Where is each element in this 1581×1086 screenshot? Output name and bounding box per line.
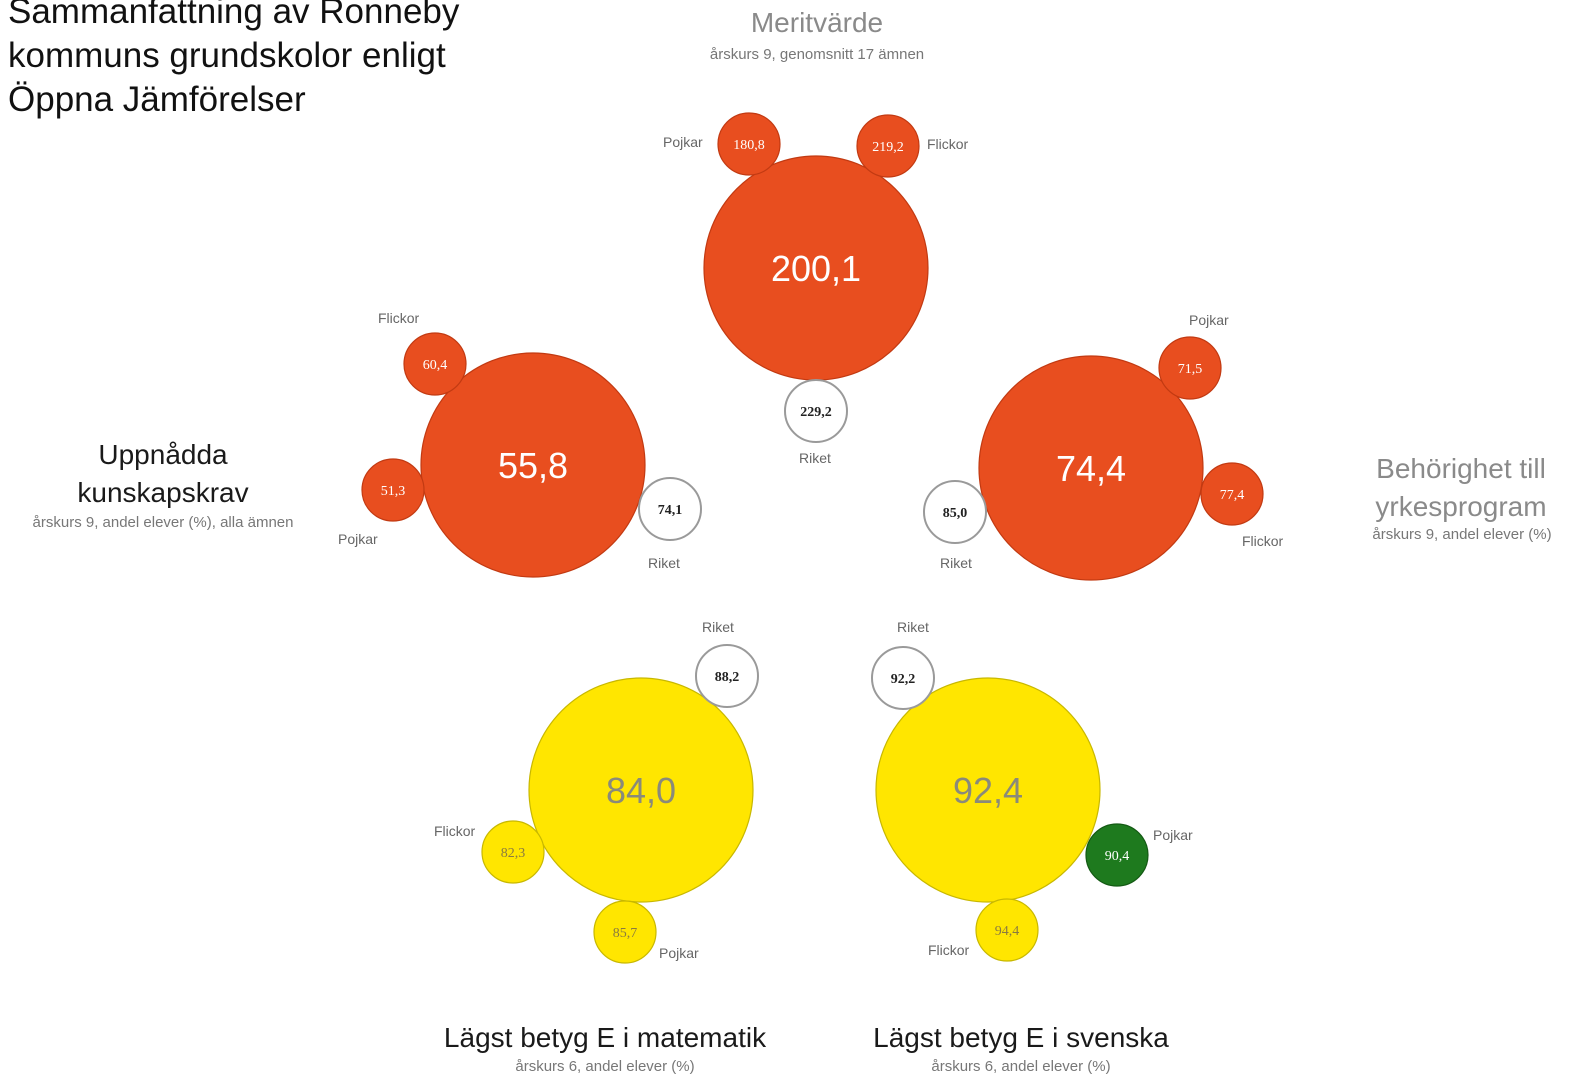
svenska-flickor-circle xyxy=(975,898,1039,962)
title-line-3: Öppna Jämförelser xyxy=(8,80,306,119)
yrkesprogram-pojkar-label: Pojkar xyxy=(1189,312,1229,328)
matematik-riket-value: 88,2 xyxy=(715,670,740,685)
kunskapskrav-pojkar-value: 51,3 xyxy=(381,484,406,499)
yrkesprogram-riket-bubble: 85,0 xyxy=(923,480,987,544)
meritvarde-flickor-label: Flickor xyxy=(927,136,969,152)
matematik-flickor-circle xyxy=(481,820,545,884)
svenska-main-bubble: 92,4 xyxy=(875,677,1101,903)
meritvarde-riket-value: 229,2 xyxy=(800,405,832,420)
yrkesprogram-main-bubble: 74,4 xyxy=(978,355,1204,581)
yrkesprogram-flickor-label: Flickor xyxy=(1242,533,1284,549)
meritvarde-pojkar-label: Pojkar xyxy=(663,134,703,150)
matematik-pojkar-value: 85,7 xyxy=(613,926,638,941)
meritvarde-pojkar-circle xyxy=(717,112,781,176)
kunskapskrav-main-bubble: 55,8 xyxy=(420,352,646,578)
kunskapskrav-main-circle xyxy=(420,352,646,578)
kunskapskrav-title: Uppnådda kunskapskrav xyxy=(13,436,313,512)
svenska-subtitle: årskurs 6, andel elever (%) xyxy=(931,1058,1111,1075)
meritvarde-main-bubble: 200,1 xyxy=(703,155,929,381)
svenska-main-circle xyxy=(875,677,1101,903)
page-title: Sammanfattning av Ronneby kommuns grunds… xyxy=(8,0,528,122)
kunskapskrav-flickor-circle xyxy=(403,332,467,396)
kunskapskrav-riket-value: 74,1 xyxy=(658,503,683,518)
svenska-flickor-bubble: 94,4 xyxy=(975,898,1039,962)
matematik-main-circle xyxy=(528,677,754,903)
title-line-2: kommuns grundskolor enligt xyxy=(8,36,446,75)
meritvarde-subtitle: årskurs 9, genomsnitt 17 ämnen xyxy=(709,46,925,63)
matematik-pojkar-label: Pojkar xyxy=(659,945,699,961)
matematik-main-bubble: 84,0 xyxy=(528,677,754,903)
meritvarde-pojkar-value: 180,8 xyxy=(733,138,765,153)
yrkesprogram-title: Behörighet till yrkesprogram xyxy=(1311,450,1581,526)
svenska-riket-label: Riket xyxy=(897,619,929,635)
kunskapskrav-pojkar-circle xyxy=(361,458,425,522)
svenska-title: Lägst betyg E i svenska xyxy=(873,1022,1169,1053)
matematik-riket-circle xyxy=(695,644,759,708)
meritvarde-pojkar-bubble: 180,8 xyxy=(717,112,781,176)
matematik-pojkar-circle xyxy=(593,900,657,964)
matematik-flickor-label: Flickor xyxy=(434,823,476,839)
kunskapskrav-pojkar-label: Pojkar xyxy=(338,531,378,547)
yrkesprogram-title-line-1: Behörighet till xyxy=(1376,453,1546,484)
yrkesprogram-riket-label: Riket xyxy=(940,555,972,571)
yrkesprogram-title-line-2: yrkesprogram xyxy=(1375,491,1547,522)
svenska-riket-circle xyxy=(871,646,935,710)
yrkesprogram-flickor-value: 77,4 xyxy=(1220,488,1245,503)
kunskapskrav-subtitle: årskurs 9, andel elever (%), alla ämnen xyxy=(32,514,294,531)
meritvarde-riket-circle xyxy=(784,379,848,443)
svenska-pojkar-bubble: 90,4 xyxy=(1085,823,1149,887)
kunskapskrav-flickor-value: 60,4 xyxy=(423,358,448,373)
yrkesprogram-riket-circle xyxy=(923,480,987,544)
svenska-pojkar-label: Pojkar xyxy=(1153,827,1193,843)
meritvarde-main-value: 200,1 xyxy=(771,248,861,289)
yrkesprogram-pojkar-circle xyxy=(1158,336,1222,400)
kunskapskrav-riket-bubble: 74,1 xyxy=(638,477,702,541)
yrkesprogram-main-circle xyxy=(978,355,1204,581)
matematik-riket-label: Riket xyxy=(702,619,734,635)
meritvarde-flickor-circle xyxy=(856,114,920,178)
svenska-main-value: 92,4 xyxy=(953,770,1023,811)
kunskapskrav-main-value: 55,8 xyxy=(498,445,568,486)
kunskapskrav-riket-circle xyxy=(638,477,702,541)
yrkesprogram-main-value: 74,4 xyxy=(1056,448,1126,489)
svenska-pojkar-circle xyxy=(1085,823,1149,887)
yrkesprogram-riket-value: 85,0 xyxy=(943,506,968,521)
title-line-1: Sammanfattning av Ronneby xyxy=(8,0,460,31)
svenska-riket-value: 92,2 xyxy=(891,672,916,687)
meritvarde-riket-label: Riket xyxy=(799,450,831,466)
svenska-pojkar-value: 90,4 xyxy=(1105,849,1130,864)
matematik-pojkar-bubble: 85,7 xyxy=(593,900,657,964)
yrkesprogram-pojkar-value: 71,5 xyxy=(1178,362,1203,377)
matematik-flickor-bubble: 82,3 xyxy=(481,820,545,884)
kunskapskrav-title-line-1: Uppnådda xyxy=(98,439,228,470)
kunskapskrav-pojkar-bubble: 51,3 xyxy=(361,458,425,522)
matematik-flickor-value: 82,3 xyxy=(501,846,526,861)
yrkesprogram-flickor-circle xyxy=(1200,462,1264,526)
matematik-main-value: 84,0 xyxy=(606,770,676,811)
matematik-title: Lägst betyg E i matematik xyxy=(443,1022,767,1053)
kunskapskrav-riket-label: Riket xyxy=(648,555,680,571)
svenska-riket-bubble: 92,2 xyxy=(871,646,935,710)
meritvarde-title: Meritvärde xyxy=(750,7,884,38)
yrkesprogram-subtitle: årskurs 9, andel elever (%) xyxy=(1372,526,1552,543)
svenska-flickor-value: 94,4 xyxy=(995,924,1020,939)
meritvarde-riket-bubble: 229,2 xyxy=(784,379,848,443)
yrkesprogram-pojkar-bubble: 71,5 xyxy=(1158,336,1222,400)
kunskapskrav-title-line-2: kunskapskrav xyxy=(77,477,249,508)
matematik-subtitle: årskurs 6, andel elever (%) xyxy=(515,1058,695,1075)
kunskapskrav-flickor-bubble: 60,4 xyxy=(403,332,467,396)
kunskapskrav-flickor-label: Flickor xyxy=(378,310,420,326)
yrkesprogram-flickor-bubble: 77,4 xyxy=(1200,462,1264,526)
meritvarde-flickor-value: 219,2 xyxy=(872,140,904,155)
matematik-riket-bubble: 88,2 xyxy=(695,644,759,708)
svenska-flickor-label: Flickor xyxy=(928,942,970,958)
meritvarde-flickor-bubble: 219,2 xyxy=(856,114,920,178)
